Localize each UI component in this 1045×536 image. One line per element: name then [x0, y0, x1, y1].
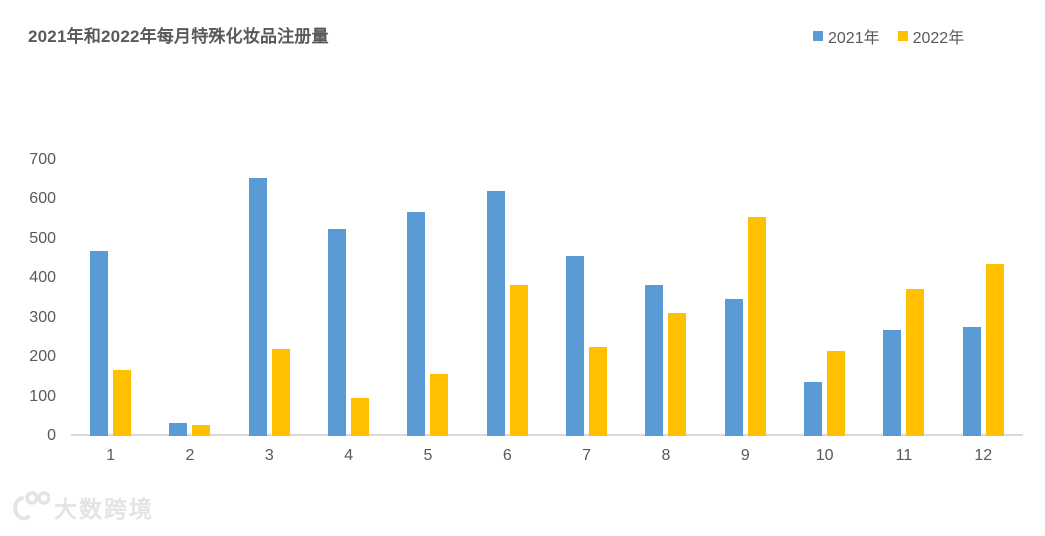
y-tick-label-600: 600: [29, 190, 56, 208]
bar-group-month-2: [150, 160, 229, 436]
bar-group-month-9: [706, 160, 785, 436]
bar-group-month-5: [388, 160, 467, 436]
x-tick-label-7: 7: [582, 447, 592, 464]
bar-2021年-month-2: [169, 422, 188, 436]
bar-2021年-month-9: [724, 299, 743, 436]
x-tick-label-2: 2: [185, 447, 195, 464]
legend-swatch-2022-icon: [897, 31, 908, 41]
bar-group-month-7: [547, 160, 626, 436]
bar-group-month-4: [309, 160, 388, 436]
chart-title: 2021年和2022年每月特殊化妆品注册量: [28, 27, 329, 46]
legend: 2021年 2022年: [813, 24, 964, 48]
x-tick-label-10: 10: [815, 447, 834, 464]
bar-group-month-8: [626, 160, 705, 436]
bar-2022年-month-8: [668, 312, 687, 436]
legend-item-2021: 2021年: [813, 24, 880, 48]
y-tick-label-700: 700: [29, 151, 56, 168]
bar-2022年-month-10: [827, 351, 846, 436]
y-tick-label-500: 500: [29, 229, 56, 247]
bar-2021年-month-7: [566, 256, 585, 436]
bar-2021年-month-4: [328, 229, 347, 436]
legend-label-2021: 2021年: [828, 30, 880, 47]
bar-2022年-month-12: [985, 264, 1004, 436]
bar-2022年-month-1: [113, 369, 132, 436]
bar-2021年-month-11: [883, 330, 902, 436]
x-tick-label-6: 6: [502, 447, 512, 464]
x-tick-label-8: 8: [661, 447, 671, 464]
y-tick-label-100: 100: [29, 387, 56, 405]
bar-group-month-10: [785, 160, 864, 436]
bar-2022年-month-6: [509, 285, 528, 436]
y-tick-label-0: 0: [47, 427, 56, 444]
bar-group-month-11: [864, 160, 943, 436]
bar-2022年-month-4: [351, 398, 370, 436]
bar-2021年-month-10: [804, 382, 823, 436]
watermark-text: 大数跨境: [54, 496, 154, 522]
x-tick-label-11: 11: [895, 447, 913, 464]
bar-group-month-6: [468, 160, 547, 436]
bar-2022年-month-11: [906, 289, 925, 436]
bar-2021年-month-12: [962, 327, 981, 436]
plot-area: [71, 160, 1023, 436]
bar-2022年-month-2: [192, 424, 211, 436]
bar-2022年-month-7: [589, 347, 608, 436]
bar-2021年-month-8: [645, 285, 664, 436]
bar-2021年-month-3: [248, 177, 267, 436]
legend-swatch-2021-icon: [813, 31, 823, 41]
bar-group-month-1: [71, 160, 150, 436]
watermark: 大数跨境: [12, 490, 154, 524]
bar-2021年-month-6: [486, 190, 505, 436]
legend-item-2022: 2022年: [897, 24, 965, 48]
brand-100-logo-icon: [13, 491, 50, 521]
x-tick-label-9: 9: [740, 447, 750, 464]
x-tick-label-5: 5: [423, 447, 433, 464]
bar-group-month-3: [230, 160, 309, 436]
y-tick-label-300: 300: [29, 308, 56, 326]
x-tick-label-1: 1: [106, 447, 116, 464]
bar-2022年-month-5: [430, 374, 449, 436]
x-axis: 1 2 3 4 5 6 7 8 9 10 11 12: [71, 446, 1023, 466]
bar-2022年-month-9: [747, 216, 766, 436]
y-axis: 0 100 200 300 400 500 600 700: [0, 151, 56, 444]
x-tick-label-3: 3: [264, 447, 274, 464]
x-axis-line: [71, 434, 1023, 436]
bar-2021年-month-1: [90, 250, 109, 436]
bar-2021年-month-5: [407, 212, 426, 436]
x-tick-label-4: 4: [344, 447, 354, 464]
bar-2022年-month-3: [271, 349, 290, 436]
x-tick-label-12: 12: [974, 447, 993, 464]
legend-label-2022: 2022年: [912, 30, 965, 47]
y-tick-label-400: 400: [29, 269, 56, 287]
bar-group-month-12: [944, 160, 1023, 436]
y-tick-label-200: 200: [29, 348, 56, 366]
